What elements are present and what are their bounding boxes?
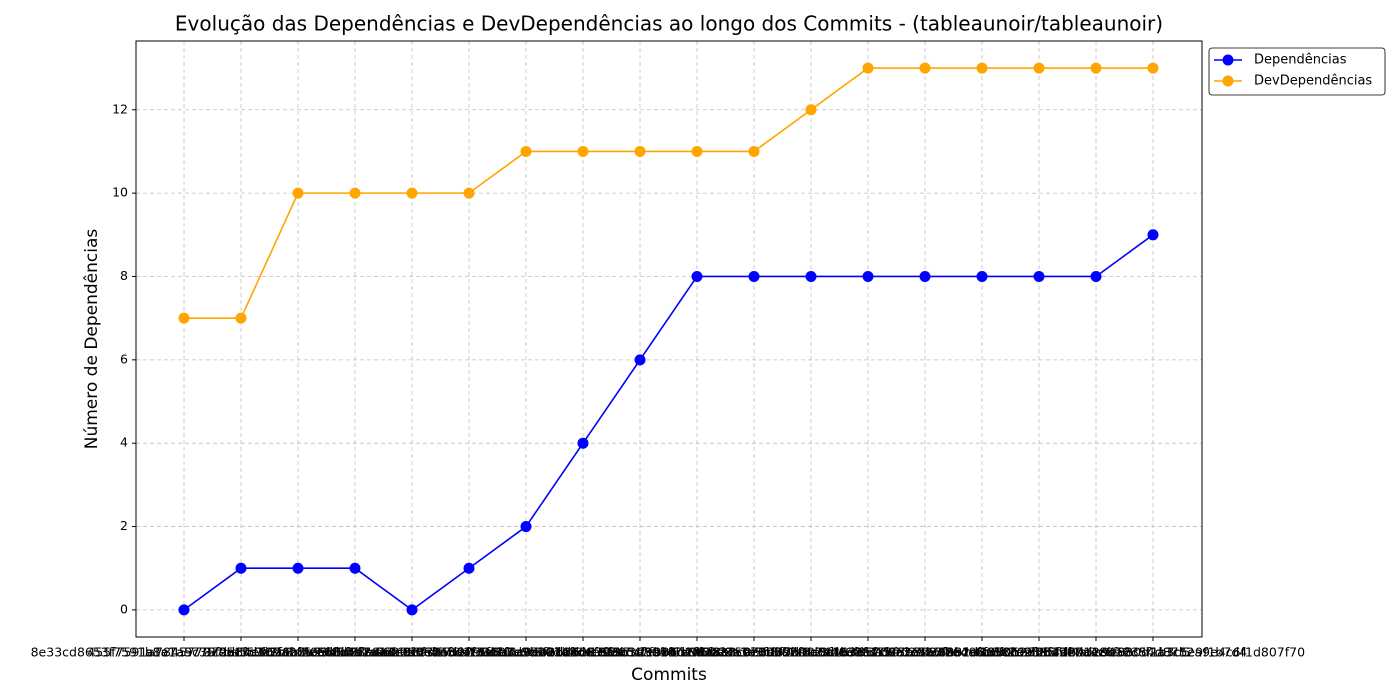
- data-point: [748, 270, 760, 282]
- x-tick-label: d8e1a3c5f7b9024d6e8a1c3f5b7d9e2a4c6f8b01: [717, 645, 1019, 660]
- legend-label: DevDependências: [1254, 74, 1372, 89]
- data-point: [178, 312, 190, 324]
- data-point: [463, 187, 475, 199]
- legend-label: Dependências: [1254, 53, 1347, 68]
- series-line: [183, 234, 1154, 611]
- legend-marker: [1222, 75, 1234, 87]
- x-tick-label: 4f6b8d1a3c5e7092f4b6d8a1c3e5f7b9d2a4c6e8: [660, 645, 962, 660]
- y-tick-label: 8: [120, 268, 128, 283]
- x-tick-label: 3c9e1f57a2b8d40e6f13a7c95b2d8e04f6a1c3b9: [204, 645, 507, 660]
- legend: Dependências DevDependências: [1208, 47, 1386, 96]
- y-axis-label: Número de Dependências: [82, 229, 102, 450]
- data-point: [976, 62, 988, 74]
- data-point: [1147, 229, 1159, 241]
- data-point: [634, 354, 646, 366]
- plot-frame: [135, 40, 1203, 638]
- data-point: [292, 187, 304, 199]
- data-point: [406, 604, 418, 616]
- x-tick-label: 8e33cd8653f7591a8a1a57797ba5c0e1f6b3a2d4: [31, 645, 338, 660]
- data-point: [1090, 270, 1102, 282]
- data-point: [976, 270, 988, 282]
- legend-box: [1208, 47, 1386, 96]
- y-tick-label: 4: [120, 435, 128, 450]
- x-tick-label: 0c3e5a7f9b2d4618c0e3a5f7b9d2e4a6c8f1b3d5: [888, 645, 1190, 660]
- x-tick-label: c1e2b8f7d2d1e8b12354d8712a9e4c6f1d807f70: [1001, 645, 1305, 660]
- data-point: [235, 312, 247, 324]
- y-tick-label: 6: [120, 351, 128, 366]
- x-axis-label: Commits: [631, 665, 707, 685]
- data-point: [862, 62, 874, 74]
- y-tick-label: 10: [112, 185, 128, 200]
- y-tick-label: 2: [120, 518, 128, 533]
- x-tick-label: 2e8a4c6f1b3d95e07a2c4e6f8b1d3a5c7e9f0b24: [432, 645, 734, 660]
- data-point: [235, 562, 247, 574]
- data-point: [634, 145, 646, 157]
- data-point: [691, 145, 703, 157]
- x-tick-label: f07a2c5e9b1d3f86a4e0c27b5d9f13e8a6c04b2d: [261, 645, 563, 660]
- data-point: [1033, 270, 1045, 282]
- legend-marker: [1222, 54, 1234, 66]
- x-tick-label: 5d3b8f1a7c2e9064b5d1f3a8c7e2b90d4f6a1e35: [317, 645, 621, 660]
- data-point: [1090, 62, 1102, 74]
- data-point: [349, 562, 361, 574]
- x-tick-label: c7f2a9e4b1d6083f5a7c2e9b4d1f6a8e3c0b5d72: [489, 645, 791, 660]
- chart-title: Evolução das Dependências e DevDependênc…: [175, 12, 1163, 36]
- data-point: [919, 270, 931, 282]
- data-point: [919, 62, 931, 74]
- series-line: [184, 67, 1153, 319]
- x-tick-label: e3a5c7f9b1d2460e8a3c5f7b9d1e2a4c6f8b0d13: [603, 645, 905, 660]
- data-point: [520, 145, 532, 157]
- data-point: [178, 604, 190, 616]
- data-point: [463, 562, 475, 574]
- x-tick-label: 7e4a6c8f0b2d3519e7a4c6f8b0d2a3c5e9f1b7d4: [945, 645, 1247, 660]
- data-point: [805, 270, 817, 282]
- data-point: [577, 145, 589, 157]
- x-tick-label: 455f7591a78457797e5c3d1b9a0f2e6c8d4b7a13: [87, 645, 394, 660]
- x-tick-label: 6a2c4e8f1b3d5709a2c4e6f8b1d3a5c7e9f2b4d6: [774, 645, 1076, 660]
- x-tick-label: b9d1f3a5c7e8024b6d9f1a3c5e7b8d2f4a6c9e03: [831, 645, 1133, 660]
- data-point: [577, 437, 589, 449]
- data-point: [805, 104, 817, 116]
- data-point: [349, 187, 361, 199]
- x-tick-label: 91b4d6f8a2c3e5071b4d6f8a2c9e3b5d7f1a0c46: [546, 645, 849, 660]
- x-tick-label: b1e7a9c35f2d84e06a1c7b93d5f28e4a0c6b9d17: [145, 645, 451, 660]
- x-tick-label: a6c1e8f3b5d27904e1a6c3f8b2d5e79a0c4f1b86: [375, 645, 678, 660]
- data-point: [1033, 62, 1045, 74]
- data-point: [691, 270, 703, 282]
- data-point: [748, 145, 760, 157]
- data-point: [406, 187, 418, 199]
- y-tick-label: 12: [112, 101, 128, 116]
- data-point: [1147, 62, 1159, 74]
- data-point: [862, 270, 874, 282]
- data-point: [292, 562, 304, 574]
- data-point: [520, 521, 532, 533]
- y-tick-label: 0: [120, 601, 128, 616]
